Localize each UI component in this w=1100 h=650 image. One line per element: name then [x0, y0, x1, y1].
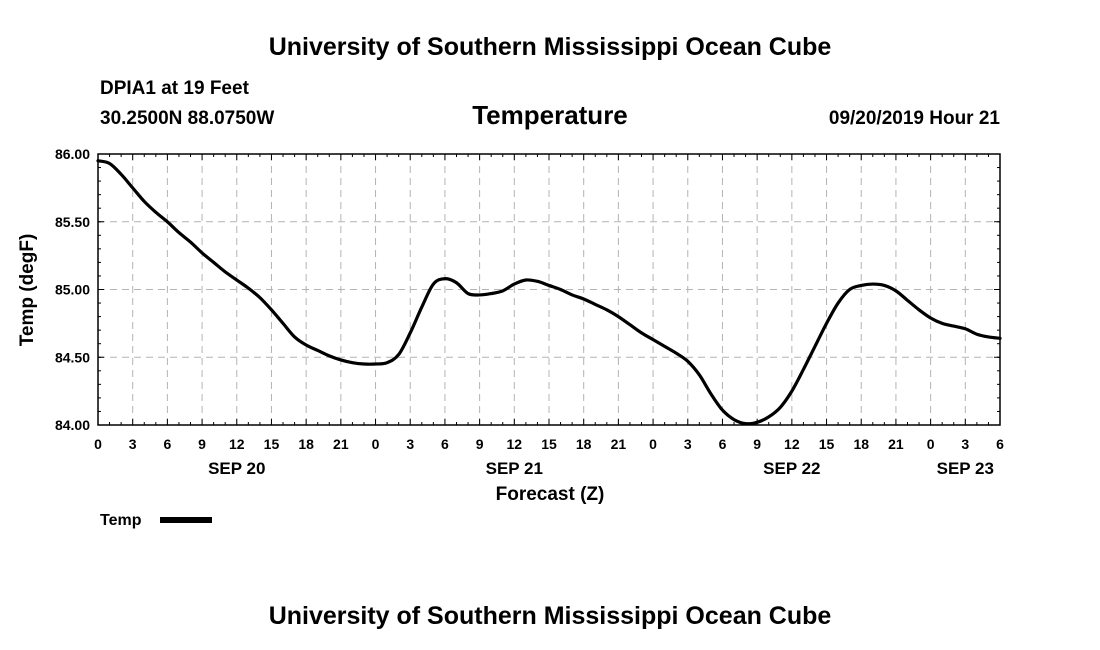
x-tick-label: 9 [476, 436, 484, 452]
x-tick-label: 6 [441, 436, 449, 452]
timestamp-label: 09/20/2019 Hour 21 [829, 108, 1001, 129]
x-tick-label: 21 [333, 436, 349, 452]
legend: Temp [100, 512, 212, 529]
y-axis-label: Temp (degF) [17, 234, 38, 347]
y-tick-label: 86.00 [55, 146, 90, 162]
x-tick-label: 3 [406, 436, 414, 452]
y-tick-label: 85.50 [55, 214, 90, 230]
coords-label: 30.2500N 88.0750W [100, 108, 274, 129]
date-labels: SEP 20 SEP 21 SEP 22 SEP 23 [208, 459, 994, 478]
x-tick-label: 0 [649, 436, 657, 452]
series-layer [96, 159, 1002, 426]
x-tick-label: 0 [372, 436, 380, 452]
x-tick-label: 18 [298, 436, 314, 452]
x-tick-label: 15 [264, 436, 280, 452]
x-tick-label: 0 [94, 436, 102, 452]
x-tick-labels: 0 3 6 9 12 15 18 21 0 3 6 9 12 15 18 21 0 3 6 9 12 15 18 21 0 3 6 [94, 436, 1004, 452]
y-tick-label: 84.00 [55, 417, 90, 433]
x-tick-label: 21 [611, 436, 627, 452]
x-tick-label: 18 [853, 436, 869, 452]
x-tick-label: 3 [684, 436, 692, 452]
x-tick-label: 3 [961, 436, 969, 452]
date-label: SEP 21 [486, 459, 543, 478]
legend-swatch [160, 517, 212, 523]
x-tick-label: 0 [927, 436, 935, 452]
legend-label: Temp [100, 512, 142, 529]
x-axis-label: Forecast (Z) [496, 484, 605, 505]
y-tick-label: 85.00 [55, 282, 90, 298]
y-tick-label: 84.50 [55, 349, 90, 365]
x-tick-label: 21 [888, 436, 904, 452]
ticks [97, 153, 1001, 426]
y-tick-labels: 84.00 84.50 85.00 85.50 86.00 [55, 146, 90, 433]
station-label: DPIA1 at 19 Feet [100, 78, 250, 99]
x-tick-label: 9 [198, 436, 206, 452]
date-label: SEP 20 [208, 459, 265, 478]
chart-title: Temperature [472, 100, 628, 130]
x-tick-label: 6 [996, 436, 1004, 452]
x-tick-label: 6 [719, 436, 727, 452]
series-line-temp [96, 159, 1002, 426]
x-tick-label: 12 [229, 436, 245, 452]
x-tick-label: 12 [507, 436, 523, 452]
x-tick-label: 9 [753, 436, 761, 452]
date-label: SEP 22 [763, 459, 820, 478]
grid [98, 154, 1000, 425]
footer-title: University of Southern Mississippi Ocean… [269, 602, 832, 630]
x-tick-label: 15 [541, 436, 557, 452]
x-tick-label: 15 [819, 436, 835, 452]
header-title: University of Southern Mississippi Ocean… [269, 33, 832, 61]
date-label: SEP 23 [937, 459, 994, 478]
x-tick-label: 6 [163, 436, 171, 452]
x-tick-label: 12 [784, 436, 800, 452]
x-tick-label: 18 [576, 436, 592, 452]
x-tick-label: 3 [129, 436, 137, 452]
